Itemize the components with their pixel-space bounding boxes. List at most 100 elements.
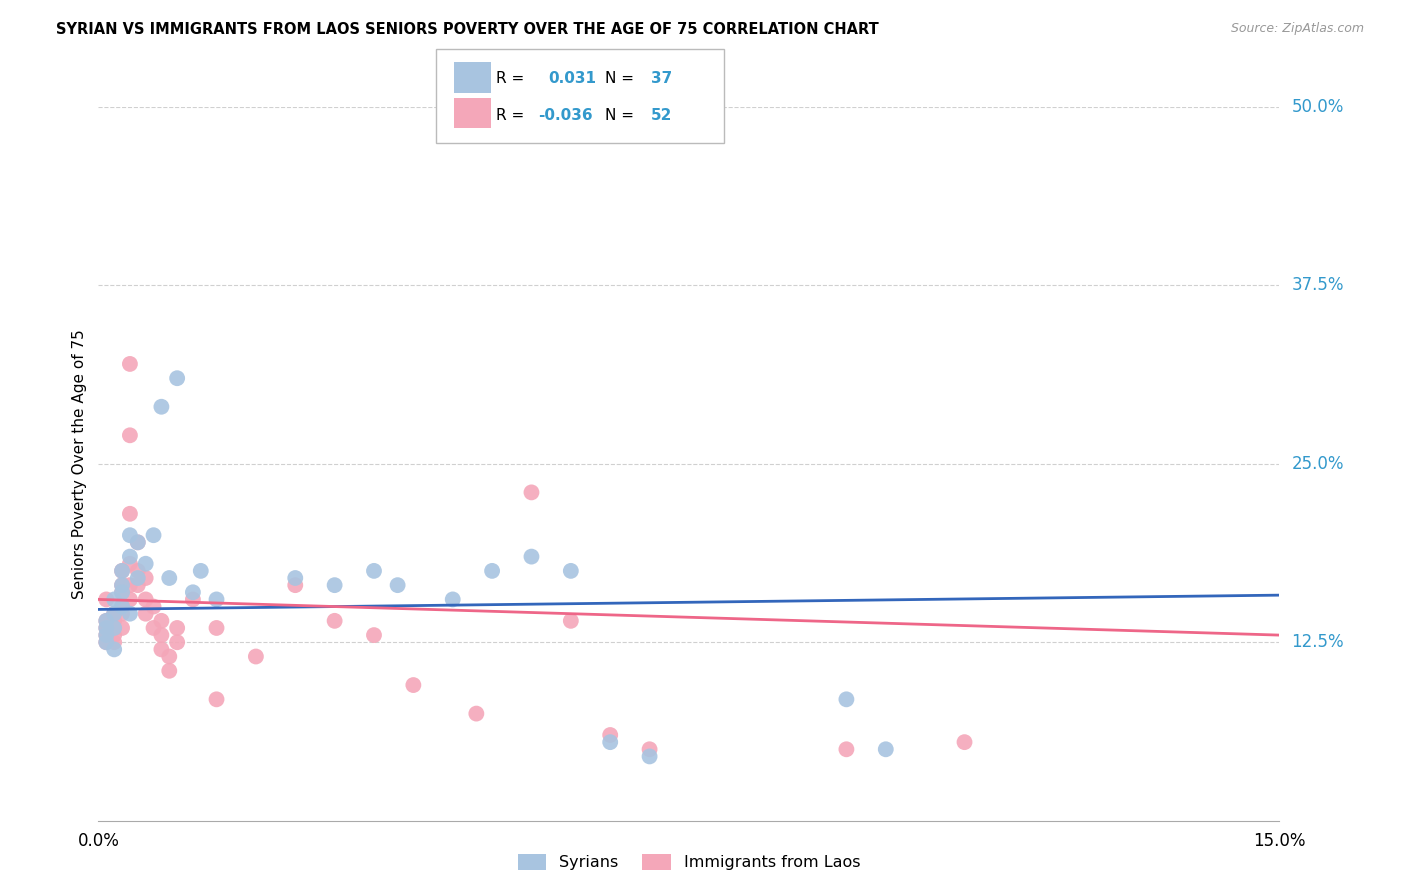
Point [520,549,543,564]
Point [96,621,118,635]
Point [96,635,118,649]
Point [103,614,125,628]
Point [135,607,157,621]
Point [835,692,858,706]
Point [96,614,118,628]
Text: R =: R = [496,108,530,122]
Point [118,557,141,571]
Point [127,571,149,585]
Point [166,371,188,385]
Point [118,592,141,607]
Point [835,742,858,756]
Point [118,528,141,542]
Point [441,592,464,607]
Point [150,628,173,642]
Point [245,649,267,664]
Point [103,621,125,635]
Point [638,742,661,756]
Point [111,599,134,614]
Text: N =: N = [605,71,638,86]
Point [111,564,134,578]
Point [520,485,543,500]
Point [142,528,165,542]
Point [363,564,385,578]
Text: -0.036: -0.036 [538,108,593,122]
Point [157,571,180,585]
Point [599,728,621,742]
Point [118,507,141,521]
Point [560,614,582,628]
Point [103,635,125,649]
Point [118,428,141,442]
Point [157,649,180,664]
Point [323,578,346,592]
Point [135,592,157,607]
Point [96,621,118,635]
Point [481,564,503,578]
Point [103,642,125,657]
Text: R =: R = [496,71,530,86]
Text: 12.5%: 12.5% [1291,633,1344,651]
Text: N =: N = [605,108,638,122]
Point [150,400,173,414]
Point [142,621,165,635]
Point [103,621,125,635]
Point [953,735,976,749]
Point [875,742,897,756]
Point [205,692,228,706]
Point [111,585,134,599]
Point [166,635,188,649]
Point [111,621,134,635]
Point [111,564,134,578]
Point [103,607,125,621]
Point [96,592,118,607]
Text: 0.031: 0.031 [548,71,596,86]
Point [127,535,149,549]
Point [118,549,141,564]
Point [111,607,134,621]
Text: 37: 37 [651,71,672,86]
Text: 37.5%: 37.5% [1291,277,1344,294]
Text: SYRIAN VS IMMIGRANTS FROM LAOS SENIORS POVERTY OVER THE AGE OF 75 CORRELATION CH: SYRIAN VS IMMIGRANTS FROM LAOS SENIORS P… [56,22,879,37]
Point [284,578,307,592]
Point [118,357,141,371]
Point [103,628,125,642]
Point [127,578,149,592]
Point [150,614,173,628]
Text: Source: ZipAtlas.com: Source: ZipAtlas.com [1230,22,1364,36]
Point [111,578,134,592]
Text: 50.0%: 50.0% [1291,98,1344,116]
Text: 52: 52 [651,108,672,122]
Point [103,592,125,607]
Y-axis label: Seniors Poverty Over the Age of 75: Seniors Poverty Over the Age of 75 [72,329,87,599]
Point [157,664,180,678]
Point [363,628,385,642]
Point [135,571,157,585]
Point [323,614,346,628]
Point [560,564,582,578]
Point [205,592,228,607]
Point [190,564,212,578]
Point [599,735,621,749]
Point [205,621,228,635]
Point [142,599,165,614]
Point [638,749,661,764]
Point [96,635,118,649]
Point [96,628,118,642]
Text: 25.0%: 25.0% [1291,455,1344,473]
Point [166,621,188,635]
Point [127,535,149,549]
Point [118,607,141,621]
Point [181,592,204,607]
Point [127,564,149,578]
Point [181,585,204,599]
Point [284,571,307,585]
Point [118,578,141,592]
Point [111,585,134,599]
Point [111,578,134,592]
Point [402,678,425,692]
Point [387,578,409,592]
Point [96,614,118,628]
Point [150,642,173,657]
Point [111,599,134,614]
